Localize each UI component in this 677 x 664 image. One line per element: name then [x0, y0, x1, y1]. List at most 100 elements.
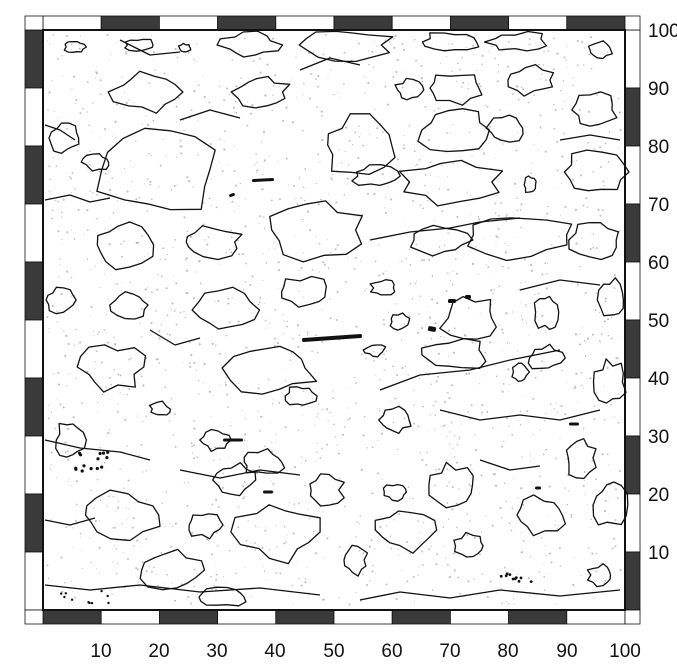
stipple-dot	[502, 266, 505, 268]
stipple-dot	[357, 156, 360, 159]
stipple-dot	[47, 410, 49, 412]
stipple-dot	[230, 236, 233, 239]
stipple-dot	[175, 121, 177, 123]
stone-outline	[84, 489, 161, 542]
stipple-dot	[172, 434, 175, 436]
stipple-dot	[329, 317, 332, 320]
stipple-dot	[385, 358, 387, 361]
stone-outline	[80, 153, 110, 172]
stipple-dot	[520, 86, 523, 89]
stipple-dot	[260, 142, 262, 144]
stipple-dot	[383, 353, 385, 355]
stipple-dot	[405, 258, 408, 260]
stipple-dot	[219, 264, 221, 265]
stipple-dot	[170, 308, 172, 310]
stipple-dot	[327, 267, 330, 270]
stipple-dot	[166, 314, 169, 317]
stipple-dot	[421, 77, 423, 79]
stipple-dot	[594, 478, 597, 481]
black-mark	[96, 457, 100, 461]
stipple-dot	[554, 520, 556, 522]
stipple-dot	[369, 580, 371, 582]
stipple-dot	[362, 434, 365, 437]
stipple-dot	[616, 497, 619, 499]
stipple-dot	[427, 192, 429, 194]
stipple-dot	[141, 235, 143, 237]
stipple-dot	[388, 311, 390, 313]
stipple-dot	[617, 97, 620, 100]
stipple-dot	[96, 478, 99, 481]
stipple-dot	[446, 176, 449, 178]
stipple-dot	[320, 504, 322, 506]
stipple-dot	[48, 91, 51, 94]
stipple-dot	[336, 291, 339, 293]
stipple-dot	[306, 331, 309, 334]
stipple-dot	[122, 383, 123, 384]
stipple-dot	[505, 500, 507, 503]
stipple-dot	[434, 428, 436, 430]
stipple-dot	[530, 555, 532, 558]
stipple-dot	[494, 484, 498, 487]
stipple-dot	[179, 145, 182, 148]
stipple-dot	[544, 545, 546, 547]
black-mark	[529, 580, 533, 583]
crack-line	[559, 134, 621, 141]
stipple-dot	[272, 37, 275, 40]
stipple-dot	[51, 217, 53, 220]
stipple-dot	[259, 430, 261, 432]
stipple-dot	[420, 532, 422, 534]
frame-segment	[275, 609, 335, 625]
x-tick-label: 90	[556, 641, 577, 662]
stipple-dot	[300, 266, 303, 270]
stipple-dot	[214, 301, 216, 302]
stipple-dot	[56, 310, 58, 312]
stipple-dot	[413, 404, 415, 406]
stipple-dot	[321, 340, 324, 343]
stipple-dot	[520, 226, 522, 229]
stipple-dot	[449, 279, 452, 281]
stipple-dot	[607, 161, 610, 163]
stipple-dot	[592, 246, 595, 249]
stipple-dot	[595, 247, 598, 250]
stipple-dot	[140, 546, 142, 548]
stipple-dot	[607, 334, 610, 337]
stipple-dot	[379, 379, 381, 381]
stipple-dot	[446, 435, 448, 437]
stipple-dot	[389, 401, 391, 403]
stipple-dot	[230, 425, 232, 427]
stipple-dot	[140, 375, 143, 378]
stipple-dot	[356, 521, 359, 523]
stipple-dot	[124, 92, 126, 94]
stone-outline	[96, 221, 155, 271]
stipple-dot	[567, 220, 569, 222]
stipple-dot	[400, 339, 403, 341]
stipple-dot	[195, 271, 197, 273]
stipple-dot	[274, 247, 276, 249]
stipple-dot	[72, 527, 74, 529]
stipple-dot	[168, 333, 171, 336]
stipple-dot	[572, 178, 575, 181]
stipple-dot	[416, 163, 418, 166]
stipple-dot	[332, 390, 334, 392]
stipple-dot	[271, 403, 274, 405]
stipple-dot	[422, 405, 424, 408]
stipple-dot	[219, 459, 221, 461]
stipple-dot	[448, 43, 450, 45]
stipple-dot	[297, 429, 300, 432]
stipple-dot	[198, 343, 201, 346]
stipple-dot	[172, 549, 174, 551]
stipple-dot	[314, 424, 316, 426]
stipple-dot	[344, 505, 346, 508]
stipple-dot	[610, 337, 613, 340]
stipple-dot	[303, 94, 305, 96]
stipple-dot	[501, 445, 503, 448]
stipple-dot	[116, 410, 119, 413]
stipple-dot	[265, 580, 267, 582]
stipple-dot	[548, 285, 550, 287]
stipple-dot	[394, 397, 397, 400]
crack-line	[179, 109, 241, 121]
stipple-dot	[108, 243, 111, 246]
stipple-dot	[289, 359, 292, 361]
y-tick-label: 10	[648, 543, 669, 564]
stipple-dot	[145, 570, 148, 573]
